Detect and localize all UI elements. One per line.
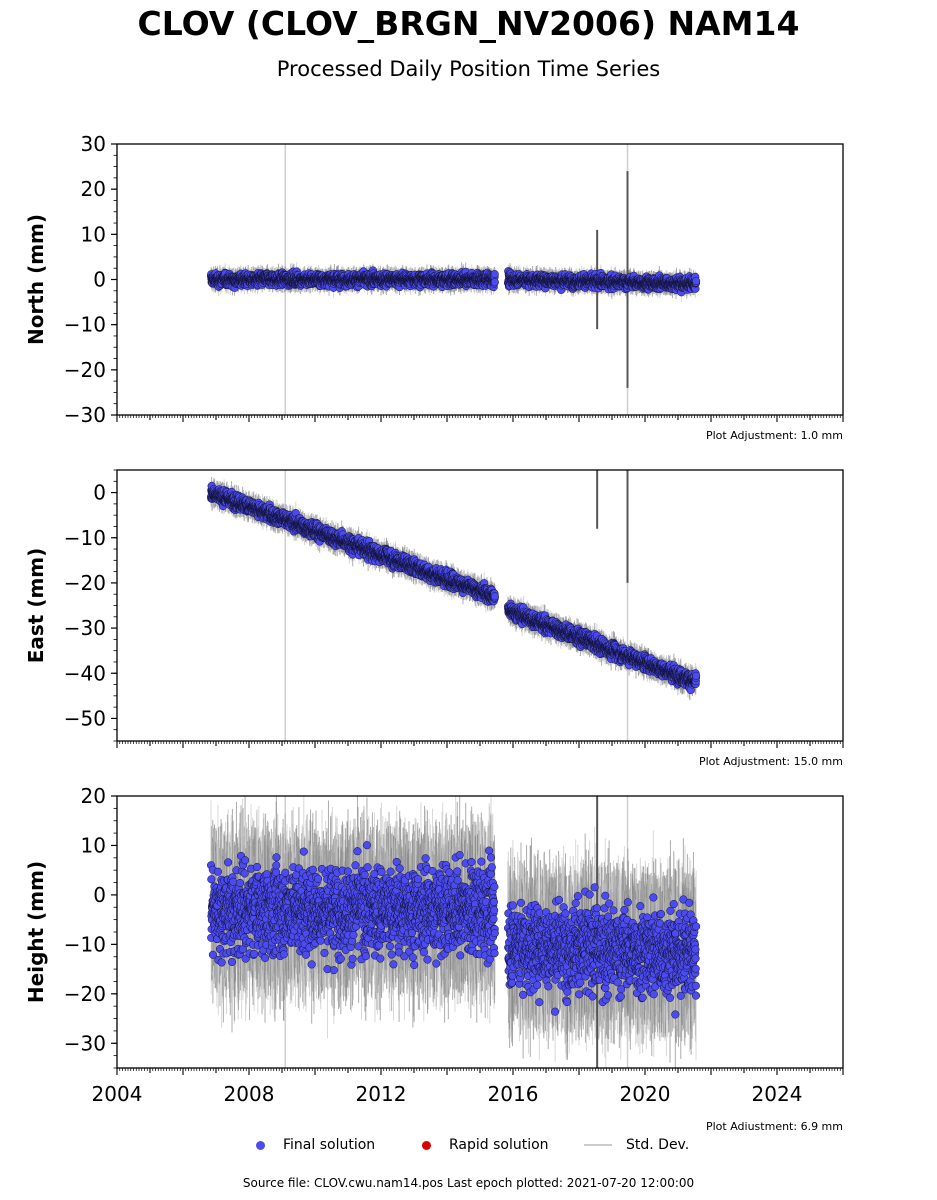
plot-area <box>207 144 701 415</box>
page-title: CLOV (CLOV_BRGN_NV2006) NAM14 <box>0 4 937 43</box>
page-subtitle: Processed Daily Position Time Series <box>0 57 937 81</box>
